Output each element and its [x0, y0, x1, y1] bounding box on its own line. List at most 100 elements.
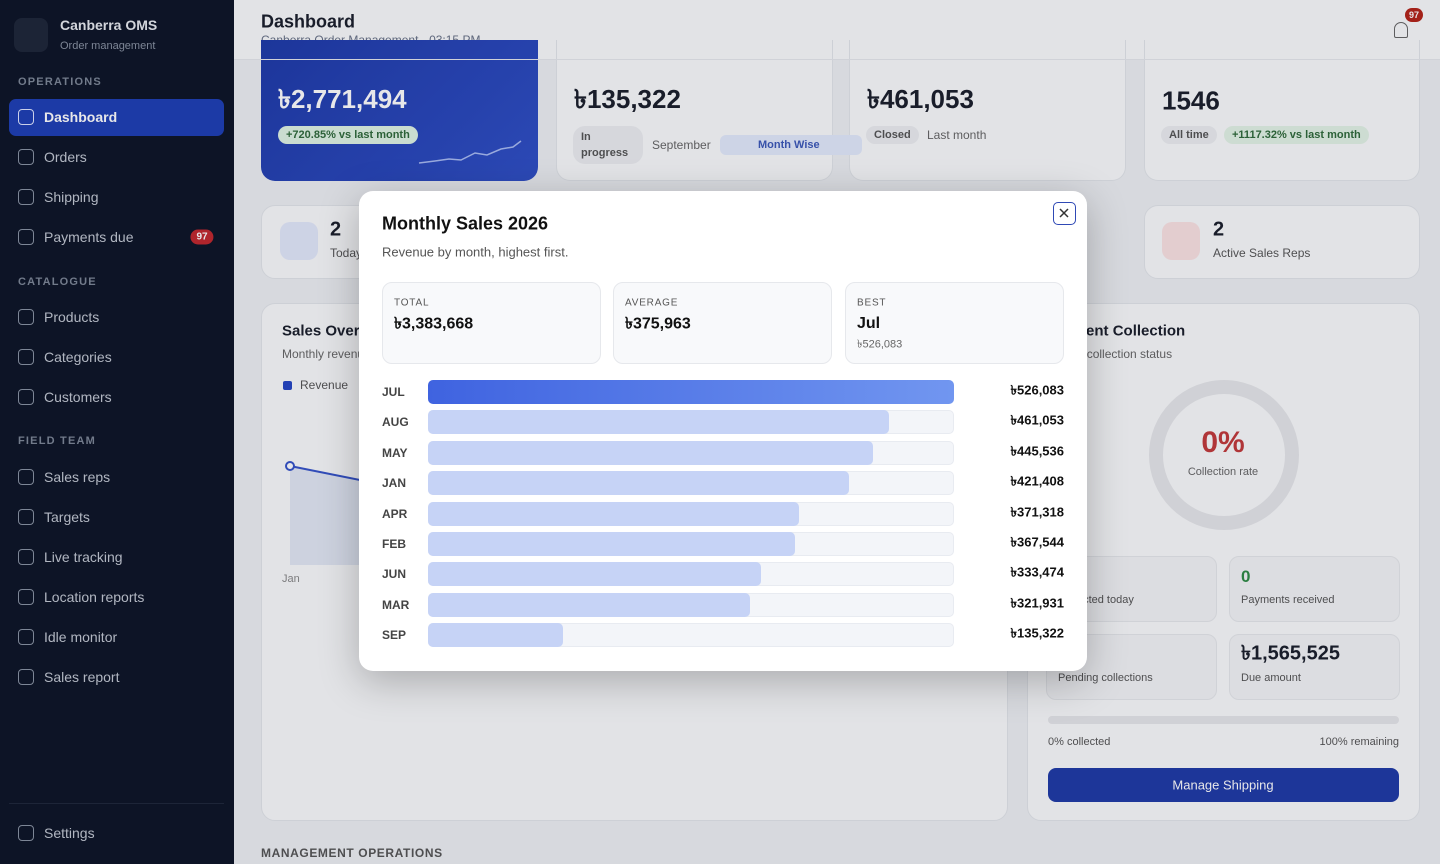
tile-label: Payments received	[1241, 594, 1335, 606]
nav-item[interactable]: Targets	[44, 509, 90, 525]
summary-box: AVERAGE ৳375,963	[613, 282, 832, 364]
nav-section-title: CATALOGUE	[18, 276, 97, 288]
divider	[9, 803, 224, 804]
icon	[18, 189, 34, 205]
summary-label: TOTAL	[394, 297, 430, 309]
tile-value: ৳1,565,525	[1241, 642, 1340, 665]
stat-value: 1546	[1162, 85, 1220, 116]
category-label: JAN	[382, 476, 407, 491]
summary-value: Jul	[857, 315, 881, 332]
icon	[18, 589, 34, 605]
summary-box: TOTAL ৳3,383,668	[382, 282, 601, 364]
icon	[18, 629, 34, 645]
nav-settings[interactable]: Settings	[44, 825, 95, 841]
brand: Canberra OMS	[60, 17, 158, 33]
modal-subtitle: Revenue by month, highest first.	[382, 244, 569, 260]
notification-badge: 97	[1404, 8, 1424, 22]
bar	[428, 532, 796, 556]
nav-item[interactable]: Categories	[44, 349, 112, 365]
value-label: ৳371,318	[1010, 504, 1064, 520]
nav-item[interactable]: Sales reps	[44, 469, 111, 485]
sidebar: Canberra OMS Order management OPERATIONS Da…	[0, 0, 234, 864]
category-label: AUG	[382, 415, 409, 430]
bar	[428, 440, 874, 465]
remaining-label: 100% remaining	[1319, 736, 1400, 748]
mini-value: 2	[330, 218, 342, 241]
summary-label: BEST	[857, 297, 887, 309]
value-label: ৳526,083	[1010, 382, 1064, 398]
collection-rate: 0%	[1201, 426, 1245, 459]
stat-card: ৳2,771,494	[261, 40, 538, 181]
nav-item[interactable]: Products	[44, 309, 100, 325]
category-label: APR	[382, 506, 408, 521]
icon	[18, 509, 34, 525]
category-label: MAY	[382, 445, 408, 460]
stat-tag: All time	[1161, 126, 1217, 144]
x-label: Jan	[282, 573, 300, 585]
close-button[interactable]	[1053, 202, 1076, 225]
nav-item[interactable]: Orders	[44, 149, 87, 165]
icon	[18, 229, 34, 245]
nav-badge: 97	[190, 229, 214, 245]
category-label: MAR	[382, 597, 410, 612]
mini-label: Active Sales Reps	[1213, 246, 1311, 260]
icon	[18, 109, 34, 125]
stat-note: +1117.32% vs last month	[1224, 126, 1369, 144]
collection-tile	[1229, 556, 1400, 622]
panel-subtitle: Monthly revenue	[282, 347, 371, 361]
icon	[18, 469, 34, 485]
mini-icon	[1162, 222, 1200, 260]
nav-active	[9, 99, 224, 136]
nav-item[interactable]: Live tracking	[44, 549, 123, 565]
stat-card: ৳461,053	[849, 40, 1126, 181]
value-label: ৳333,474	[1010, 564, 1064, 580]
icon	[18, 309, 34, 325]
month-wise-button[interactable]: Month Wise	[720, 135, 862, 155]
progress-track	[1048, 716, 1399, 724]
value-label: ৳461,053	[1010, 412, 1064, 428]
point	[285, 461, 295, 471]
nav-item[interactable]: Payments due	[44, 229, 134, 245]
mini-icon	[280, 222, 318, 260]
category-label: SEP	[382, 628, 407, 643]
icon	[18, 149, 34, 165]
manage-shipping-button[interactable]: Manage Shipping	[1048, 768, 1399, 802]
mini-value: 2	[1213, 218, 1225, 241]
collection-tile	[1229, 634, 1400, 700]
collected-label: 0% collected	[1048, 736, 1111, 748]
bell[interactable]	[1394, 22, 1408, 38]
area	[290, 466, 360, 565]
stat-tag: Closed	[866, 126, 919, 144]
value-label: ৳421,408	[1010, 473, 1064, 489]
stat-card: 1546	[1144, 40, 1420, 181]
legend-label: Revenue	[300, 378, 349, 392]
nav-item[interactable]: Idle monitor	[44, 629, 118, 645]
nav-item[interactable]: Customers	[44, 389, 112, 405]
stat-tag: +720.85% vs last month	[278, 126, 418, 144]
button-label[interactable]: Manage Shipping	[1172, 777, 1274, 793]
nav-section-title: OPERATIONS	[18, 76, 102, 88]
sparkline-path	[418, 140, 522, 164]
nav-section-title: FIELD TEAM	[18, 435, 96, 447]
sparkline	[418, 140, 522, 164]
nav-item[interactable]: Sales report	[44, 669, 120, 685]
value-label: ৳135,322	[1010, 625, 1064, 641]
category-label: JUL	[382, 385, 405, 399]
nav-item[interactable]: Dashboard	[44, 109, 118, 125]
bar	[428, 562, 762, 587]
line	[289, 465, 360, 481]
nav-item[interactable]: Location reports	[44, 589, 145, 605]
legend-swatch	[283, 381, 292, 390]
bar	[428, 501, 800, 526]
bar	[428, 623, 564, 648]
bar	[428, 410, 889, 435]
tile-label: Pending collections	[1058, 672, 1153, 684]
summary-box: BEST Jul ৳526,083	[845, 282, 1064, 364]
logo	[14, 18, 48, 52]
nav-item[interactable]: Shipping	[44, 189, 99, 205]
tile-value: 0	[1241, 567, 1251, 586]
category-label: JUN	[382, 567, 407, 582]
